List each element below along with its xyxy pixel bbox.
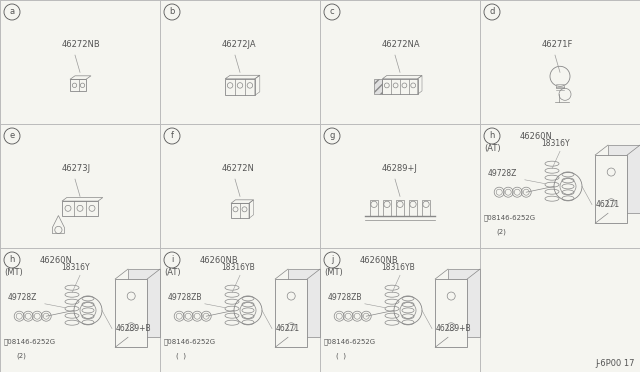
Text: 18316Y: 18316Y [541,140,570,148]
Text: 46289+B: 46289+B [435,324,471,333]
Text: 46260N: 46260N [520,132,553,141]
Text: h: h [10,256,15,264]
Bar [595,155,627,223]
Text: 49728ZB: 49728ZB [328,293,362,302]
Bar [62,201,98,215]
Bar [383,200,390,217]
Bar [225,79,255,95]
Polygon shape [288,269,320,337]
Text: (AT): (AT) [164,268,180,277]
Text: 46273J: 46273J [62,164,91,173]
Text: 46289+B: 46289+B [115,324,151,333]
Text: c: c [330,7,334,16]
Bar [435,279,467,347]
Text: 49728ZB: 49728ZB [168,293,202,302]
Text: d: d [490,7,495,16]
Text: 46260N: 46260N [40,256,73,265]
Text: 46260NB: 46260NB [360,256,399,265]
Text: 18316YB: 18316YB [381,263,415,272]
Text: Ⓑ08146-6252G: Ⓑ08146-6252G [163,339,215,345]
Text: a: a [10,7,15,16]
Text: (MT): (MT) [4,268,23,277]
Text: 46271: 46271 [275,324,300,333]
Text: g: g [330,131,335,141]
Text: Ⓑ08146-6252G: Ⓑ08146-6252G [3,339,55,345]
Text: (2): (2) [496,228,506,235]
Text: f: f [170,131,173,141]
Text: 46272NB: 46272NB [62,40,100,49]
Text: (  ): ( ) [176,352,186,359]
Text: i: i [171,256,173,264]
Bar [275,279,307,347]
Polygon shape [448,269,480,337]
Text: J-6P00 17: J-6P00 17 [595,359,635,368]
Text: 18316YB: 18316YB [221,263,255,272]
Text: h: h [490,131,495,141]
Text: (MT): (MT) [324,268,343,277]
Bar [422,200,429,217]
Bar [410,200,417,217]
Text: (  ): ( ) [336,352,346,359]
Bar [371,200,378,217]
Text: 46272NA: 46272NA [382,40,420,49]
Text: j: j [331,256,333,264]
Text: Ⓑ08146-6252G: Ⓑ08146-6252G [483,215,535,221]
Bar [231,203,249,218]
Text: 46272JA: 46272JA [222,40,257,49]
Text: 46272N: 46272N [222,164,255,173]
Text: 49728Z: 49728Z [8,293,37,302]
Text: 46289+J: 46289+J [382,164,418,173]
Text: (2): (2) [16,352,26,359]
Text: b: b [170,7,175,16]
Text: 46271F: 46271F [542,40,573,49]
Bar [383,79,417,94]
Polygon shape [608,145,640,213]
Text: 46260NB: 46260NB [200,256,239,265]
Text: (AT): (AT) [484,144,500,153]
Polygon shape [128,269,160,337]
Bar [115,279,147,347]
Text: Ⓑ08146-6252G: Ⓑ08146-6252G [323,339,375,345]
Bar [374,79,383,94]
Text: 18316Y: 18316Y [61,263,90,272]
Text: e: e [10,131,15,141]
Text: 49728Z: 49728Z [488,169,517,178]
Bar [396,200,404,217]
Text: 46271: 46271 [595,200,620,209]
